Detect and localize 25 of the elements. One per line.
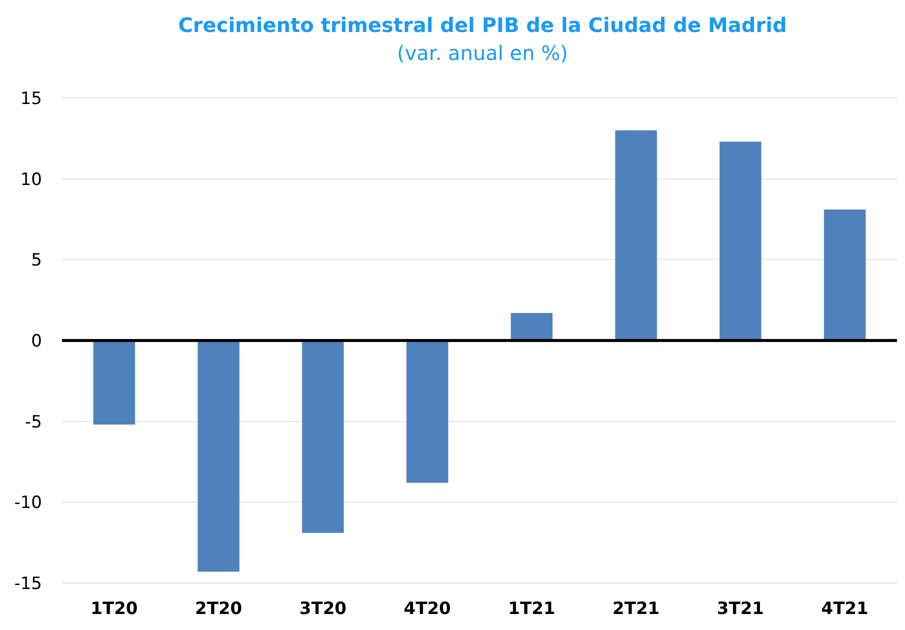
- bar: [302, 340, 344, 533]
- bar: [510, 313, 553, 340]
- x-tick-label: 3T20: [299, 599, 347, 619]
- x-tick-label: 3T21: [716, 599, 764, 619]
- bar: [406, 340, 448, 483]
- bar: [93, 340, 136, 425]
- chart-subtitle: (var. anual en %): [397, 41, 568, 65]
- bar: [615, 130, 657, 340]
- bar: [198, 340, 240, 572]
- y-tick-label: -10: [14, 493, 42, 514]
- y-tick-label: 5: [31, 250, 42, 271]
- y-tick-label: -15: [14, 574, 42, 594]
- x-tick-label: 1T20: [90, 599, 138, 619]
- bar: [720, 142, 762, 340]
- x-tick-label: 1T21: [508, 599, 556, 619]
- y-tick-label: 0: [31, 331, 42, 352]
- bar: [824, 210, 866, 340]
- y-tick-label: 15: [20, 88, 42, 109]
- x-tick-label: 4T21: [821, 599, 868, 619]
- y-tick-label: -5: [25, 412, 42, 432]
- x-tick-label: 4T20: [404, 599, 452, 619]
- x-tick-label: 2T21: [612, 599, 660, 619]
- x-tick-label: 2T20: [195, 599, 242, 619]
- y-tick-label: 10: [20, 170, 42, 190]
- chart-title: Crecimiento trimestral del PIB de la Ciudad de Madrid: [178, 13, 787, 37]
